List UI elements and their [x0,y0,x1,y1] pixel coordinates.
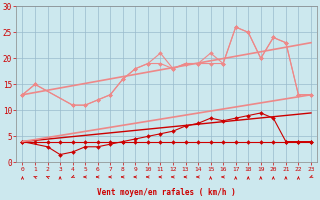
X-axis label: Vent moyen/en rafales ( km/h ): Vent moyen/en rafales ( km/h ) [97,188,236,197]
